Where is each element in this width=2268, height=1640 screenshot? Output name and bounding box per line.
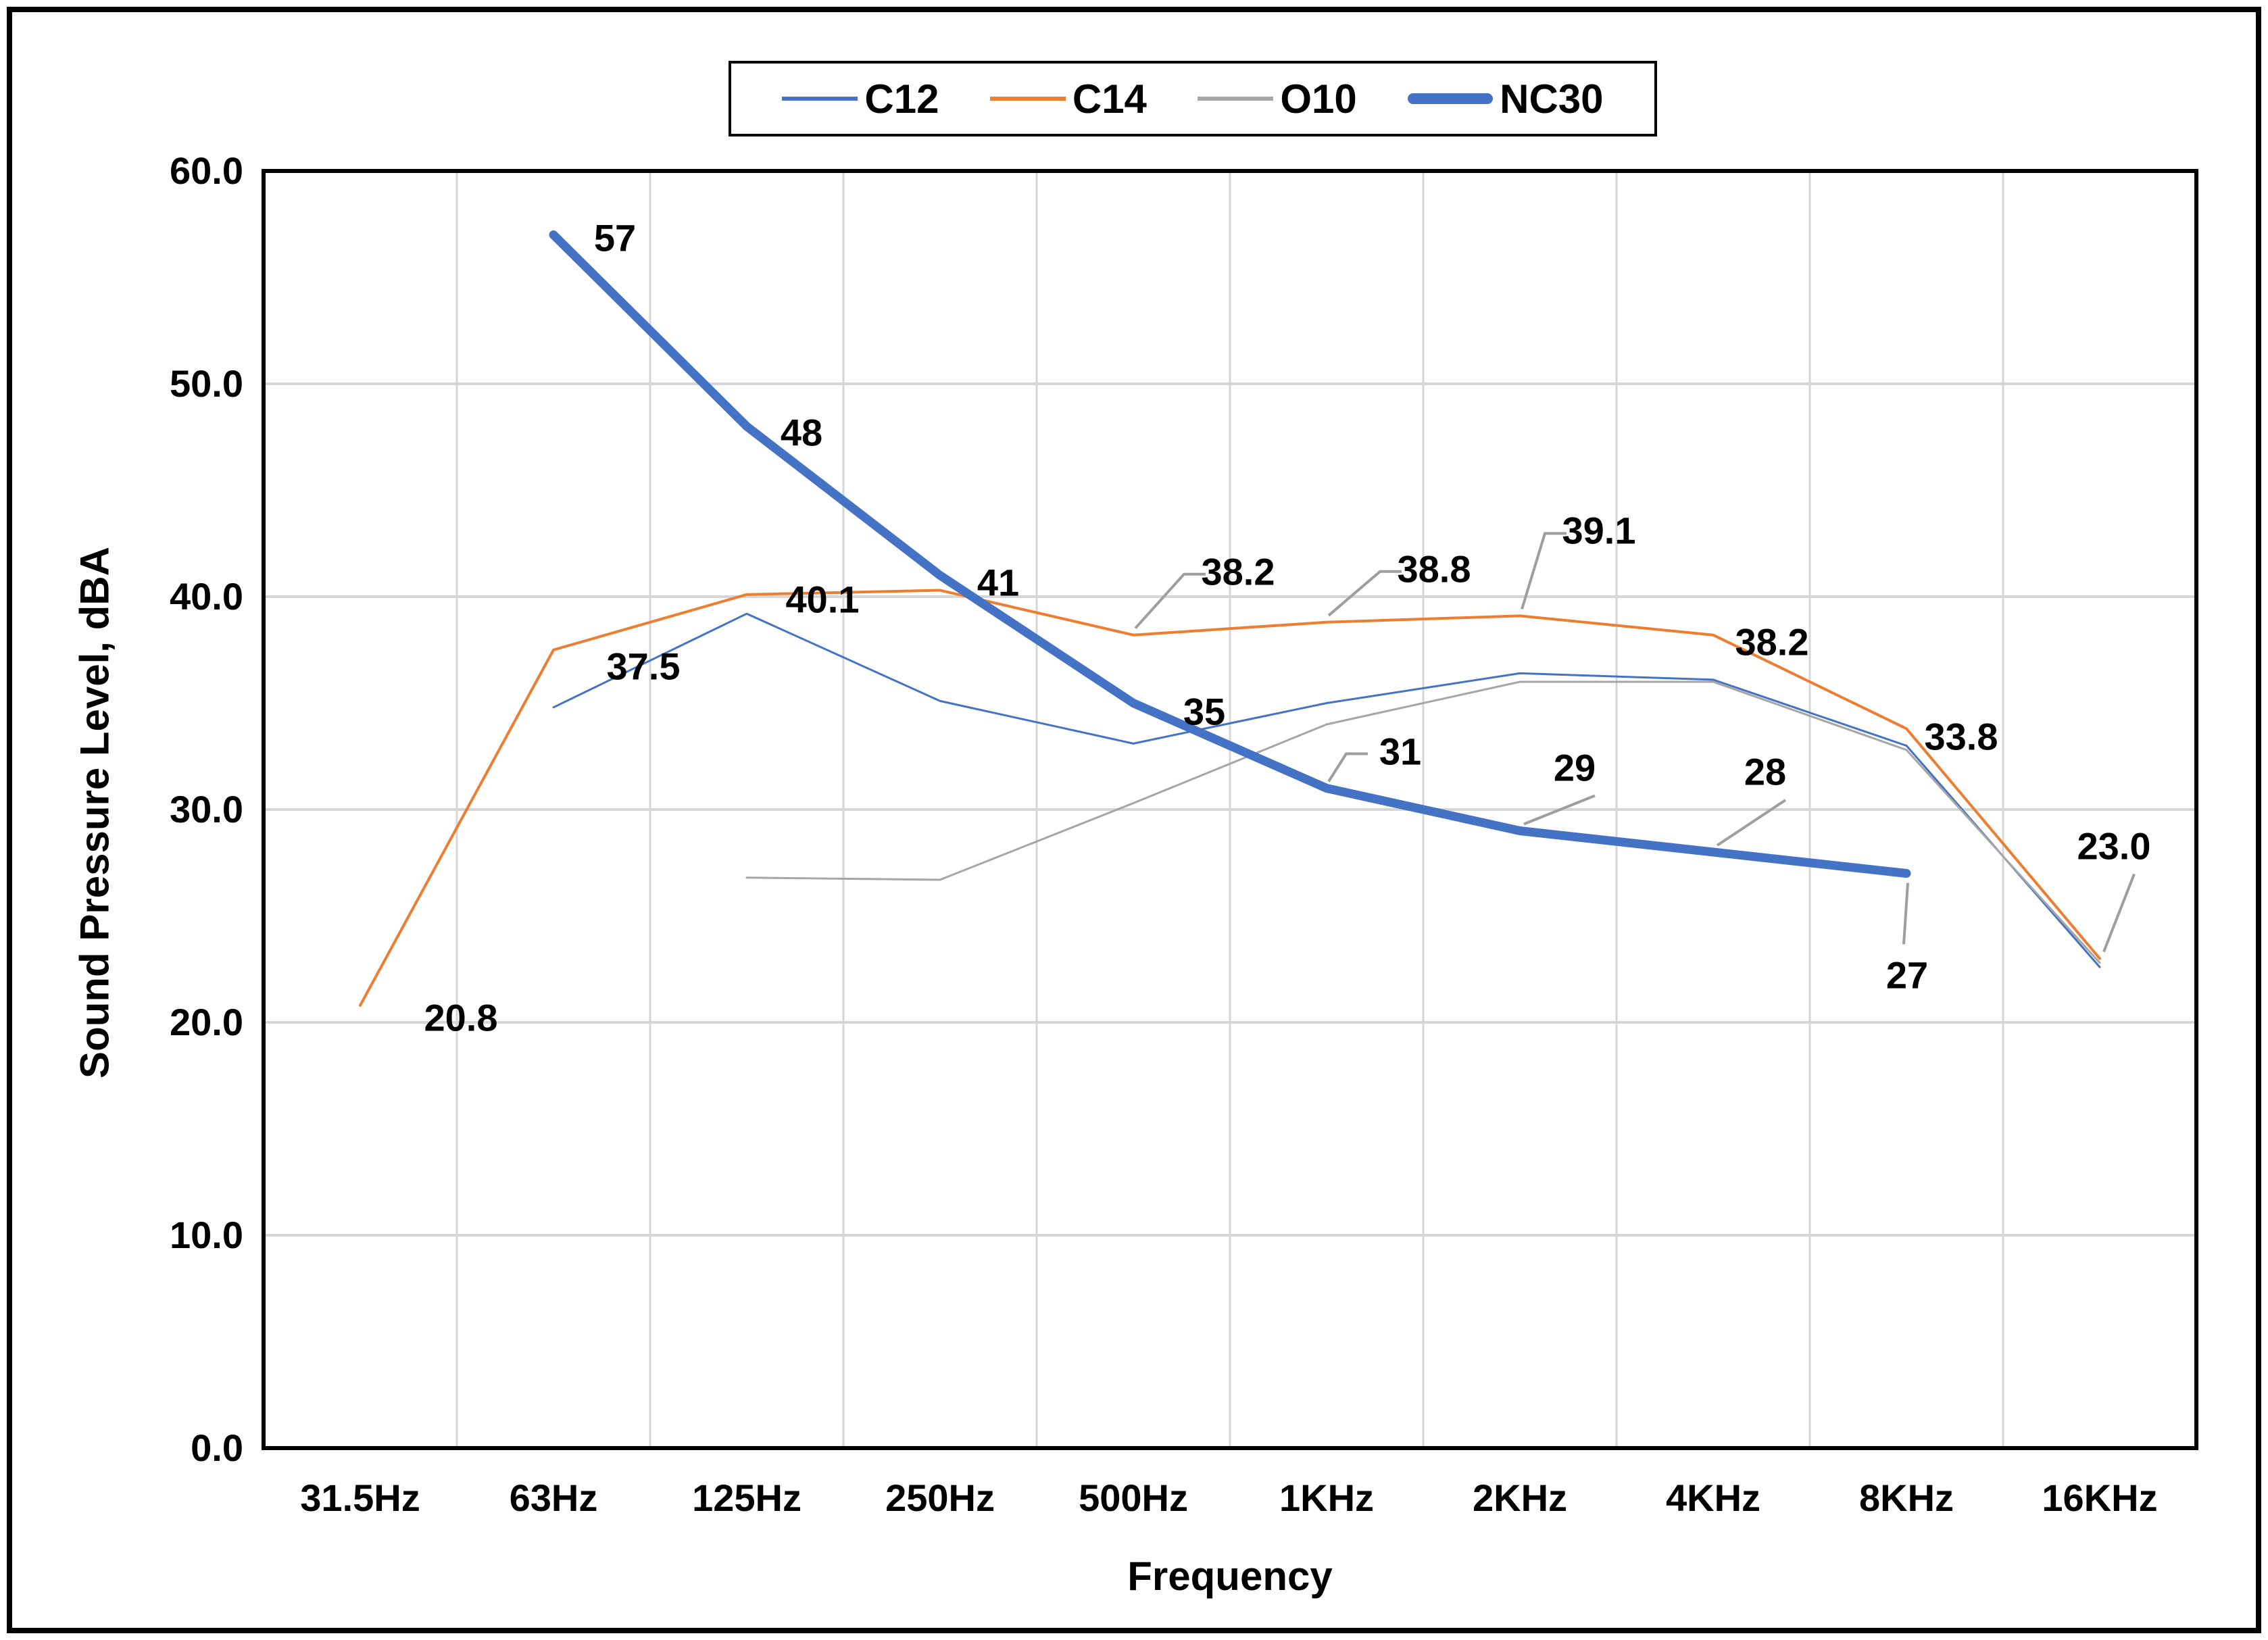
y-axis-tick-label: 30.0 <box>170 788 243 830</box>
data-label-c14-20-8: 20.8 <box>424 996 498 1039</box>
legend-line-sample-nc30 <box>1408 93 1494 104</box>
label-leader-line <box>1902 883 1909 945</box>
legend-label-c12: C12 <box>864 76 939 122</box>
x-axis-tick-label: 4KHz <box>1665 1476 1761 1519</box>
y-axis-tick-label: 20.0 <box>170 1001 243 1043</box>
legend-label-nc30: NC30 <box>1500 76 1604 122</box>
x-axis-tick-label: 31.5Hz <box>300 1476 420 1519</box>
y-axis-tick-label: 10.0 <box>170 1214 243 1256</box>
x-axis-tick-label: 125Hz <box>692 1476 802 1519</box>
x-axis-tick-label: 1KHz <box>1279 1476 1375 1519</box>
label-leader-line <box>1327 752 1368 782</box>
series-line-nc30 <box>549 230 1911 878</box>
data-label-nc30-41: 41 <box>977 561 1020 603</box>
y-axis-tick-label: 40.0 <box>170 575 243 618</box>
label-leader-line <box>1716 799 1787 847</box>
y-axis-tick-label: 50.0 <box>170 362 243 405</box>
plot-border <box>262 169 2198 1450</box>
legend-label-c14: C14 <box>1072 76 1147 122</box>
series-line-c12 <box>552 612 2101 968</box>
series-line-c14 <box>359 589 2101 1007</box>
y-axis-tick-label: 0.0 <box>191 1426 243 1469</box>
legend-item-c12: C12 <box>782 76 939 122</box>
data-label-nc30-27: 27 <box>1885 953 1929 996</box>
data-label-c14-39-1: 39.1 <box>1562 509 1636 552</box>
data-label-c14-38-2: 38.2 <box>1201 550 1275 593</box>
data-label-nc30-35: 35 <box>1183 690 1226 732</box>
data-label-c14-38-2: 38.2 <box>1735 620 1809 664</box>
x-axis-tick-label: 250Hz <box>885 1476 995 1519</box>
x-axis-tick-label: 500Hz <box>1079 1476 1188 1519</box>
legend-item-o10: O10 <box>1198 76 1357 122</box>
data-label-nc30-48: 48 <box>780 411 823 454</box>
legend-item-nc30: NC30 <box>1408 76 1604 122</box>
x-axis-tick-label: 16KHz <box>2042 1476 2158 1519</box>
data-label-c14-23-0: 23.0 <box>2077 824 2151 867</box>
label-leader-line <box>1327 570 1402 617</box>
data-label-nc30-57: 57 <box>593 216 637 259</box>
data-label-nc30-31: 31 <box>1379 730 1422 772</box>
data-label-c14-37-5: 37.5 <box>606 645 681 688</box>
label-leader-line <box>1521 532 1567 610</box>
x-axis-tick-label: 63Hz <box>509 1476 598 1519</box>
legend: C12 C14 O10 NC30 <box>729 61 1657 136</box>
data-label-c14-40-1: 40.1 <box>785 578 860 621</box>
series-line-o10 <box>745 680 2101 964</box>
legend-label-o10: O10 <box>1280 76 1357 122</box>
data-label-c14-33-8: 33.8 <box>1924 715 1998 758</box>
legend-line-sample-o10 <box>1198 97 1274 101</box>
x-axis-title: Frequency <box>1127 1554 1333 1599</box>
x-axis-tick-label: 2KHz <box>1472 1476 1568 1519</box>
y-axis-tick-label: 60.0 <box>170 149 243 192</box>
data-label-nc30-29: 29 <box>1553 746 1596 789</box>
data-label-nc30-28: 28 <box>1744 750 1787 793</box>
data-label-c14-38-8: 38.8 <box>1397 547 1471 591</box>
label-leader-line <box>2102 873 2136 953</box>
legend-item-c14: C14 <box>989 76 1147 122</box>
label-leader-line <box>1134 572 1206 630</box>
label-leader-line <box>1523 794 1596 826</box>
legend-line-sample-c14 <box>989 97 1066 101</box>
x-axis-tick-label: 8KHz <box>1858 1476 1954 1519</box>
legend-line-sample-c12 <box>782 97 858 101</box>
